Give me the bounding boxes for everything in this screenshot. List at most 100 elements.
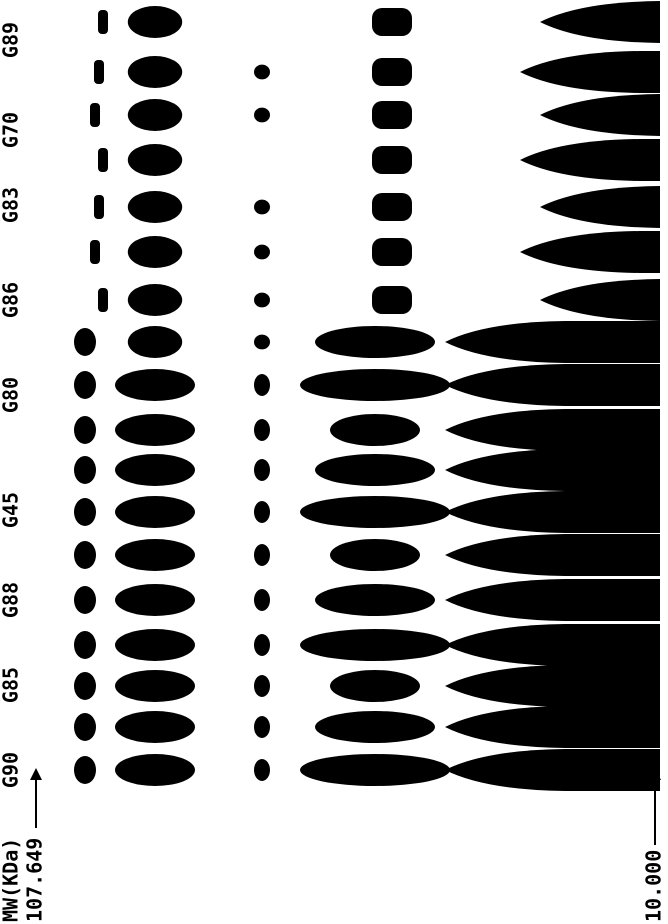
band: [254, 293, 270, 308]
band: [128, 99, 182, 131]
bands: [74, 1, 660, 791]
band-smear: [520, 139, 660, 181]
band: [372, 193, 412, 221]
band: [74, 756, 96, 784]
top-marker-label: 107.649: [23, 838, 47, 922]
band: [254, 459, 270, 481]
band: [254, 419, 270, 441]
band: [330, 414, 420, 446]
band-smear: [540, 1, 660, 43]
band-smear: [445, 491, 660, 533]
band: [115, 629, 195, 661]
band: [372, 286, 412, 314]
band: [115, 584, 195, 616]
lane-label: G83: [0, 187, 23, 223]
band: [300, 369, 450, 401]
band: [254, 501, 270, 523]
lane-label: G89: [0, 22, 23, 58]
band: [98, 148, 108, 172]
band-smear: [445, 534, 660, 576]
band: [254, 335, 270, 350]
band: [254, 634, 270, 656]
bottom-marker-label: 10.000: [642, 850, 666, 922]
band: [330, 539, 420, 571]
band: [300, 496, 450, 528]
mw-label: MW(KDa): [0, 838, 23, 922]
band: [74, 541, 96, 569]
band: [128, 236, 182, 268]
band: [254, 200, 270, 215]
band: [315, 584, 435, 616]
band: [128, 191, 182, 223]
band: [372, 58, 412, 86]
band: [74, 498, 96, 526]
band: [254, 245, 270, 260]
band: [115, 454, 195, 486]
band: [254, 544, 270, 566]
band: [254, 716, 270, 738]
band: [98, 288, 108, 312]
band-smear: [445, 706, 660, 748]
band-smear: [445, 624, 660, 666]
band-smear: [445, 749, 660, 791]
band: [128, 56, 182, 88]
band: [74, 713, 96, 741]
band-smear: [445, 364, 660, 406]
band: [74, 371, 96, 399]
band: [74, 586, 96, 614]
lane-label: G80: [0, 377, 23, 413]
band: [94, 195, 104, 219]
lane-label: G45: [0, 492, 23, 528]
band: [98, 10, 108, 34]
band: [115, 670, 195, 702]
band: [74, 631, 96, 659]
band-smear: [540, 186, 660, 228]
band-smear: [445, 321, 660, 363]
lane-label: G70: [0, 112, 23, 148]
band: [90, 103, 100, 127]
band: [115, 414, 195, 446]
band: [74, 672, 96, 700]
band: [128, 326, 182, 358]
band: [372, 238, 412, 266]
band: [330, 670, 420, 702]
top-marker-arrowhead: [30, 768, 42, 780]
lane-label: G90: [0, 752, 23, 788]
band-smear: [540, 279, 660, 321]
band: [115, 711, 195, 743]
band: [372, 146, 412, 174]
band: [300, 754, 450, 786]
band: [74, 456, 96, 484]
band: [74, 328, 96, 356]
band-smear: [445, 665, 660, 707]
band: [94, 60, 104, 84]
band: [128, 284, 182, 316]
band: [372, 101, 412, 129]
band: [128, 6, 182, 38]
band-smear: [520, 231, 660, 273]
band: [115, 539, 195, 571]
band: [315, 326, 435, 358]
band: [254, 759, 270, 781]
band: [315, 711, 435, 743]
page: MW(KDa) 107.649 10.000 G90 G85 G88 G45 G80 G8…: [0, 0, 668, 924]
band: [372, 8, 412, 36]
band: [254, 374, 270, 396]
band-smear: [445, 409, 660, 451]
band: [115, 496, 195, 528]
band: [300, 629, 450, 661]
band-smear: [540, 94, 660, 136]
band-smear: [520, 51, 660, 93]
band-smear: [445, 449, 660, 491]
lane-label: G88: [0, 582, 23, 618]
band: [254, 65, 270, 80]
band: [254, 589, 270, 611]
lane-label: G85: [0, 667, 23, 703]
gel-figure: MW(KDa) 107.649 10.000 G90 G85 G88 G45 G80 G8…: [0, 0, 668, 924]
band: [74, 416, 96, 444]
band: [128, 144, 182, 176]
band: [254, 675, 270, 697]
band: [115, 754, 195, 786]
band: [315, 454, 435, 486]
